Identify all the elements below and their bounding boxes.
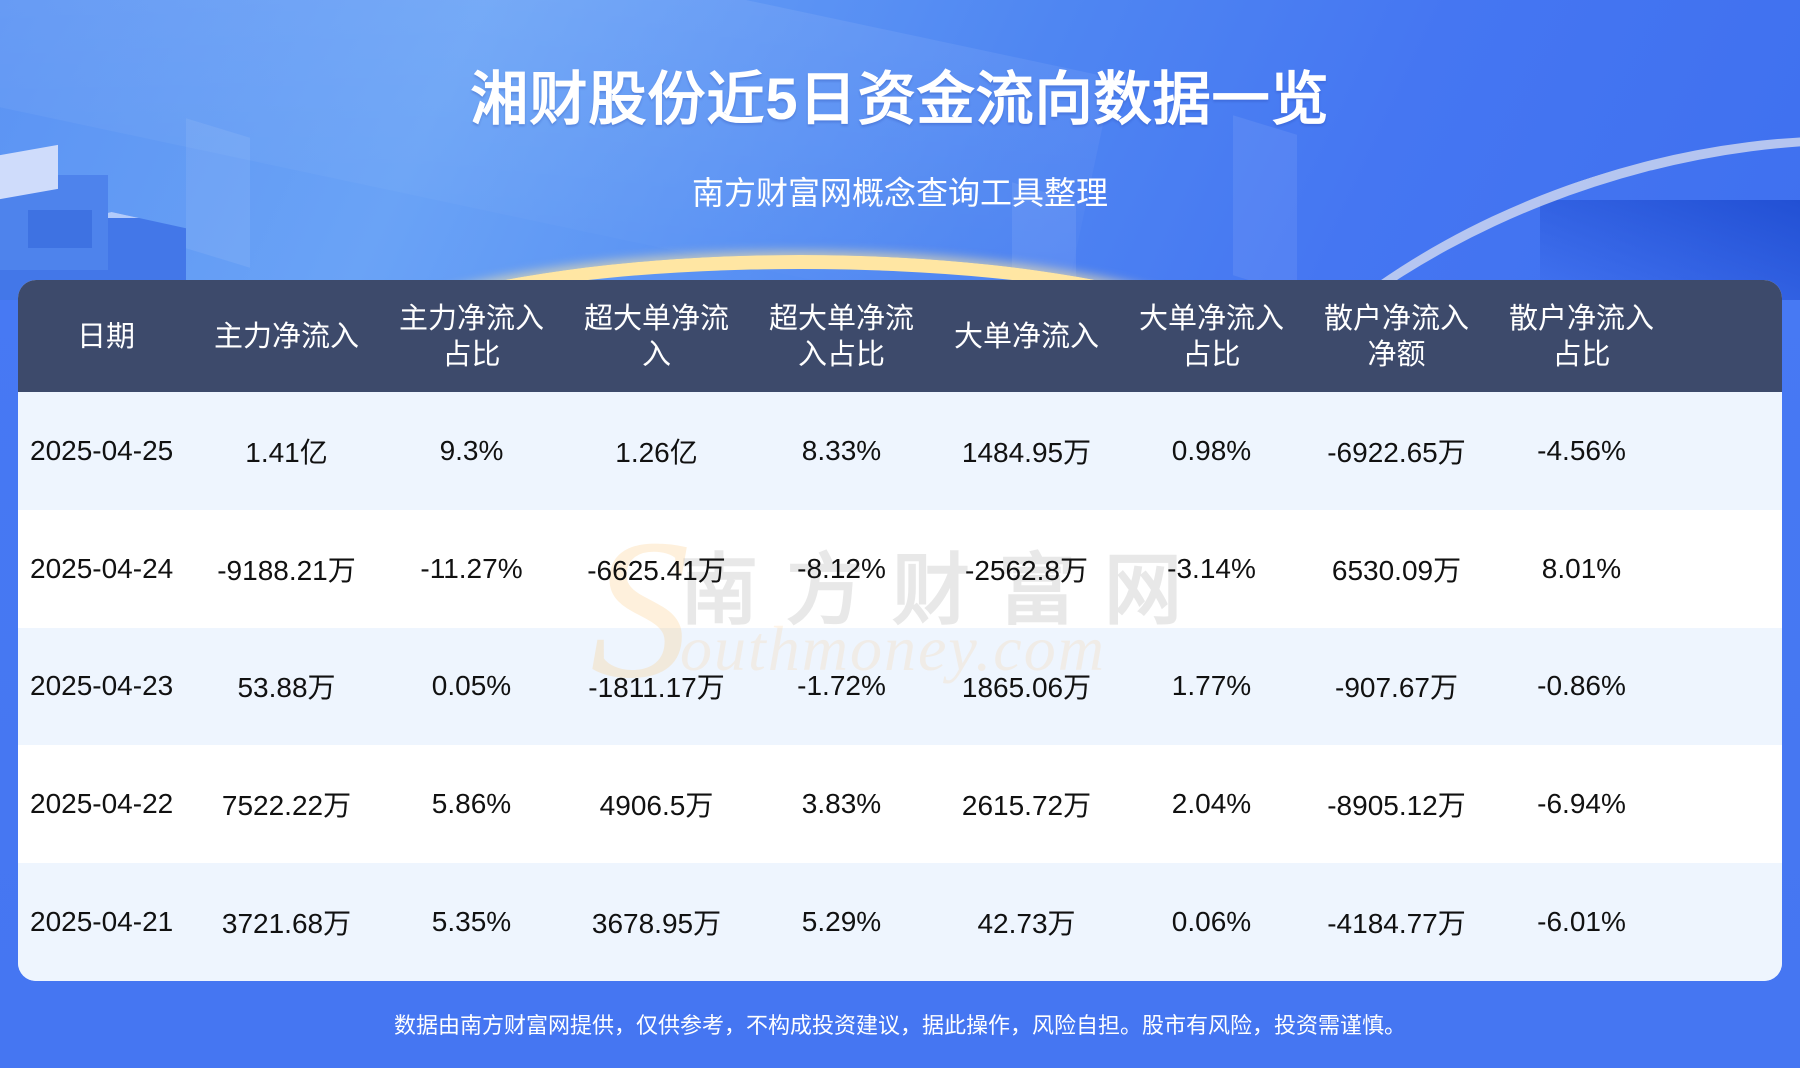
cell-super-large-ratio: 8.33% xyxy=(801,434,882,466)
cell-retail-ratio: -6.01% xyxy=(1537,906,1626,938)
cell-main-ratio: 5.35% xyxy=(431,906,512,938)
cell-retail-net: -907.67万 xyxy=(1335,672,1458,704)
cell-date: 2025-04-21 xyxy=(30,906,174,938)
column-header-large-inflow: 大单净流入 xyxy=(953,321,1099,353)
table-body: 2025-04-25 1.41亿 9.3% 1.26亿 8.33% 1484.9… xyxy=(18,392,1782,981)
cell-main-ratio: 9.3% xyxy=(439,434,504,466)
cell-super-large-inflow: -6625.41万 xyxy=(587,554,726,586)
cell-large-ratio: 1.77% xyxy=(1171,670,1252,702)
cell-super-large-ratio: 5.29% xyxy=(801,906,882,938)
cell-large-inflow: 1484.95万 xyxy=(961,436,1092,468)
cell-super-large-ratio: 3.83% xyxy=(801,788,882,820)
cell-super-large-ratio: -1.72% xyxy=(797,670,886,702)
table-row: 2025-04-23 53.88万 0.05% -1811.17万 -1.72%… xyxy=(18,627,1782,746)
cell-large-inflow: 1865.06万 xyxy=(961,672,1092,704)
cell-large-inflow: 2615.72万 xyxy=(961,790,1092,822)
cell-large-inflow: 42.73万 xyxy=(977,908,1076,940)
column-header-date: 日期 xyxy=(76,321,135,353)
cell-large-ratio: 2.04% xyxy=(1171,788,1252,820)
cell-date: 2025-04-24 xyxy=(30,552,174,584)
cell-retail-ratio: -4.56% xyxy=(1537,434,1626,466)
cell-main-ratio: -11.27% xyxy=(420,552,523,584)
fund-flow-table: 日期 主力净流入 主力净流入 占比 超大单净流 入 超大单净流 入占比 大单净流… xyxy=(18,280,1782,981)
cell-date: 2025-04-22 xyxy=(30,788,174,820)
column-header-main-inflow-ratio: 主力净流入 占比 xyxy=(398,303,544,371)
cell-retail-ratio: -6.94% xyxy=(1537,788,1626,820)
table-row: 2025-04-25 1.41亿 9.3% 1.26亿 8.33% 1484.9… xyxy=(18,392,1782,510)
cell-main-inflow: -9188.21万 xyxy=(217,554,356,586)
cell-large-inflow: -2562.8万 xyxy=(965,554,1088,586)
cell-retail-ratio: -0.86% xyxy=(1537,670,1626,702)
column-header-retail-net: 散户净流入 净额 xyxy=(1323,303,1469,371)
disclaimer-footer: 数据由南方财富网提供，仅供参考，不构成投资建议，据此操作，风险自担。股市有风险，… xyxy=(393,1013,1406,1038)
cell-retail-net: -6922.65万 xyxy=(1327,436,1466,468)
page-title: 湘财股份近5日资金流向数据一览 xyxy=(470,67,1330,132)
column-header-large-ratio: 大单净流入 占比 xyxy=(1138,303,1284,371)
cell-super-large-inflow: 3678.95万 xyxy=(591,908,722,940)
column-header-super-large-ratio: 超大单净流 入占比 xyxy=(768,303,914,371)
cell-retail-ratio: 8.01% xyxy=(1541,552,1622,584)
cell-super-large-inflow: -1811.17万 xyxy=(588,672,725,704)
table-header-row: 日期 主力净流入 主力净流入 占比 超大单净流 入 超大单净流 入占比 大单净流… xyxy=(18,280,1782,392)
cell-main-inflow: 53.88万 xyxy=(237,672,336,704)
cell-super-large-inflow: 4906.5万 xyxy=(599,790,714,822)
column-header-retail-ratio: 散户净流入 占比 xyxy=(1508,303,1654,371)
column-header-main-inflow: 主力净流入 xyxy=(213,321,359,353)
cell-date: 2025-04-25 xyxy=(30,434,174,466)
cell-main-ratio: 0.05% xyxy=(431,670,512,702)
table-row: 2025-04-22 7522.22万 5.86% 4906.5万 3.83% … xyxy=(18,745,1782,864)
cell-main-inflow: 3721.68万 xyxy=(221,908,352,940)
cell-main-inflow: 1.41亿 xyxy=(245,436,328,468)
banner-background xyxy=(0,0,1800,300)
cell-date: 2025-04-23 xyxy=(30,670,174,702)
cell-main-ratio: 5.86% xyxy=(431,788,512,820)
decor-building-window xyxy=(28,210,92,248)
table-row: 2025-04-24 -9188.21万 -11.27% -6625.41万 -… xyxy=(18,509,1782,628)
cell-retail-net: 6530.09万 xyxy=(1331,554,1462,586)
cell-main-inflow: 7522.22万 xyxy=(221,790,352,822)
page-subtitle: 南方财富网概念查询工具整理 xyxy=(691,175,1108,211)
cell-super-large-ratio: -8.12% xyxy=(797,552,886,584)
cell-large-ratio: 0.06% xyxy=(1171,906,1252,938)
cell-retail-net: -4184.77万 xyxy=(1327,908,1466,940)
cell-retail-net: -8905.12万 xyxy=(1327,790,1466,822)
table-row: 2025-04-21 3721.68万 5.35% 3678.95万 5.29%… xyxy=(18,863,1782,981)
cell-large-ratio: 0.98% xyxy=(1171,434,1252,466)
cell-large-ratio: -3.14% xyxy=(1167,552,1256,584)
cell-super-large-inflow: 1.26亿 xyxy=(615,436,698,468)
column-header-super-large-inflow: 超大单净流 入 xyxy=(583,303,729,371)
